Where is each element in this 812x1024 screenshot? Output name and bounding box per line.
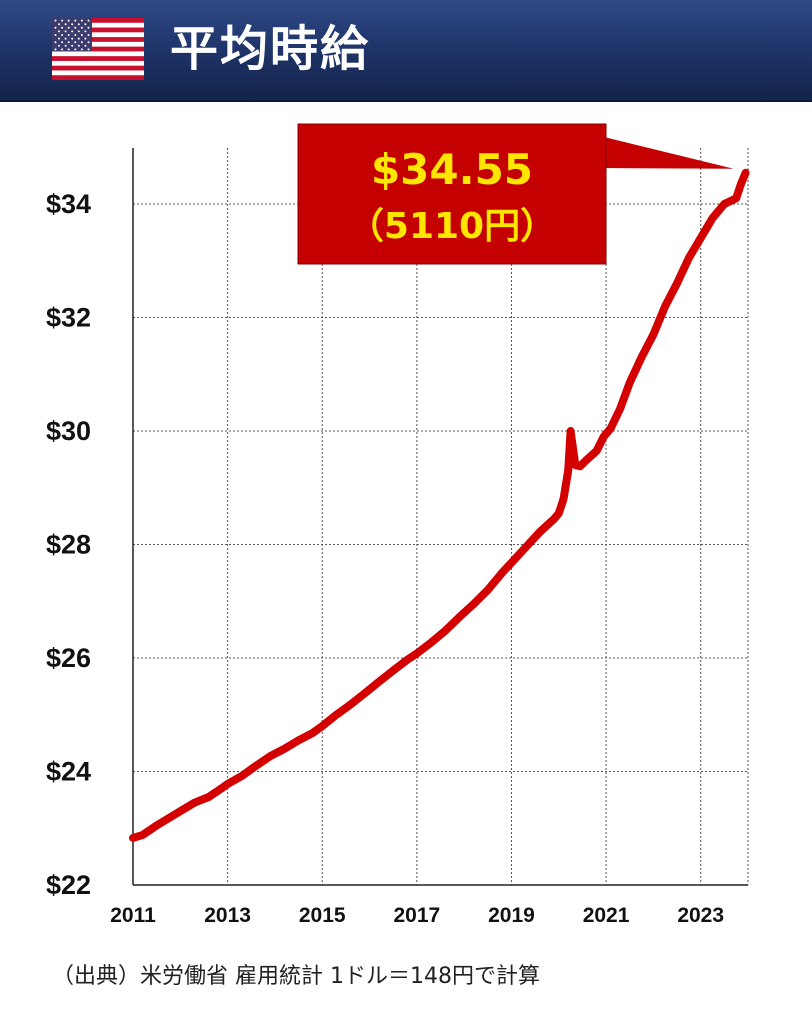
us-flag-icon: [52, 18, 144, 80]
grid: [133, 148, 749, 885]
page-title: 平均時給: [170, 21, 371, 77]
x-tick-label: 2017: [393, 904, 440, 927]
series-line-wage: [129, 168, 750, 842]
source-note: （出典）米労働省 雇用統計 1ドル＝148円で計算: [52, 964, 540, 989]
callout-pointer: [600, 136, 734, 169]
header-bar: 平均時給: [0, 0, 812, 102]
series-layer: [129, 168, 750, 842]
y-tick-label: $22: [46, 870, 91, 900]
x-tick-label: 2021: [583, 904, 630, 927]
x-tick-label: 2015: [299, 904, 346, 927]
y-tick-label: $30: [46, 416, 91, 446]
tick-labels: $22 $24 $26 $28 $30 $32 $34 2011 2013 2015 2017 201…: [46, 189, 724, 927]
callout-yen: （5110円）: [348, 206, 556, 247]
y-tick-label: $28: [46, 530, 91, 560]
x-tick-label: 2013: [204, 904, 251, 927]
x-tick-label: 2011: [110, 904, 156, 927]
y-tick-label: $34: [46, 189, 91, 219]
x-tick-label: 2019: [488, 904, 535, 927]
x-tick-label: 2023: [677, 904, 724, 927]
callout-value: $34.55: [371, 145, 533, 194]
axes: [132, 148, 748, 886]
y-tick-label: $24: [46, 757, 91, 787]
y-tick-label: $32: [46, 303, 91, 333]
callout-box: [297, 123, 607, 265]
y-tick-label: $26: [46, 643, 91, 673]
price-callout: $34.55 （5110円）: [297, 123, 734, 265]
